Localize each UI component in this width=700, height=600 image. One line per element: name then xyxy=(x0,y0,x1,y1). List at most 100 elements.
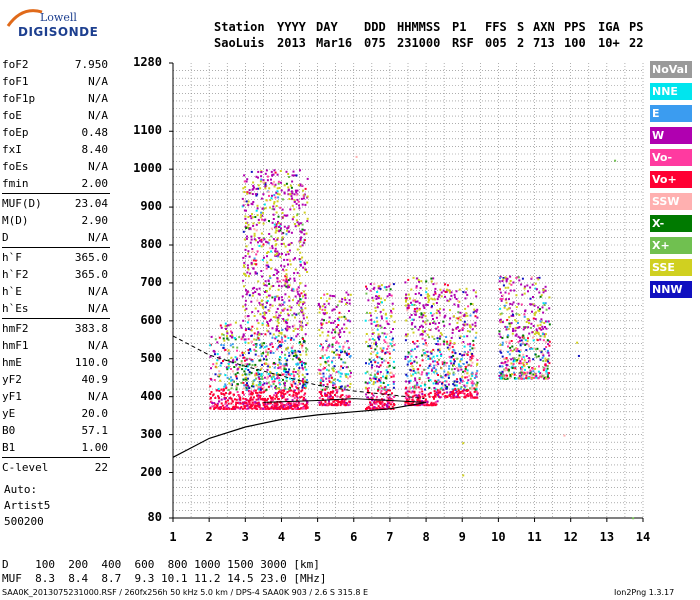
echo-point xyxy=(263,219,266,222)
echo-point xyxy=(464,365,467,368)
echo-point xyxy=(261,375,263,378)
echo-point xyxy=(464,389,467,392)
echo-point xyxy=(540,351,543,354)
echo-point xyxy=(280,344,283,347)
echo-point xyxy=(330,321,333,324)
echo-point xyxy=(424,381,427,383)
x-tick-label: 13 xyxy=(599,530,615,544)
echo-point xyxy=(261,322,264,325)
echo-point xyxy=(274,397,277,400)
echo-point xyxy=(543,333,546,336)
echo-point xyxy=(306,271,309,273)
echo-point xyxy=(340,316,343,319)
echo-point xyxy=(268,239,271,242)
echo-point xyxy=(275,229,278,232)
echo-point xyxy=(457,363,460,366)
echo-point xyxy=(269,373,272,376)
echo-point xyxy=(289,374,292,377)
echo-point xyxy=(299,169,301,172)
echo-point xyxy=(266,290,268,293)
echo-point xyxy=(366,287,368,290)
echo-point xyxy=(332,400,335,403)
echo-point xyxy=(448,355,451,358)
echo-point xyxy=(286,308,289,311)
echo-point xyxy=(252,201,255,203)
echo-point xyxy=(475,384,478,387)
echo-point xyxy=(300,311,303,314)
echo-point xyxy=(421,329,424,332)
echo-point xyxy=(511,373,513,376)
echo-point xyxy=(245,222,247,225)
digisonde-logo: Lowell DIGISONDE xyxy=(4,4,98,42)
echo-point xyxy=(508,282,511,285)
echo-point xyxy=(244,363,247,366)
echo-point xyxy=(296,328,299,330)
echo-point xyxy=(438,311,441,314)
echo-point xyxy=(275,272,278,275)
echo-point xyxy=(267,242,270,245)
echo-point xyxy=(209,397,212,400)
echo-point xyxy=(306,401,309,404)
echo-point xyxy=(437,391,440,394)
echo-point xyxy=(389,389,391,392)
echo-point xyxy=(296,189,299,192)
echo-point xyxy=(368,381,371,384)
echo-point xyxy=(543,376,546,379)
echo-point xyxy=(297,406,299,409)
echo-point xyxy=(390,315,393,317)
echo-point xyxy=(445,386,448,388)
echo-point xyxy=(302,398,305,401)
echo-point xyxy=(270,178,272,181)
echo-point xyxy=(458,330,461,332)
echo-point xyxy=(217,387,220,390)
echo-point xyxy=(427,355,430,358)
echo-point xyxy=(254,291,257,293)
echo-point xyxy=(430,277,433,280)
echo-point xyxy=(425,291,428,294)
echo-point xyxy=(246,271,249,274)
param-value: N/A xyxy=(88,302,108,315)
echo-point xyxy=(544,285,547,288)
echo-point xyxy=(243,405,246,408)
echo-point xyxy=(421,400,423,403)
echo-point xyxy=(299,260,302,263)
echo-point xyxy=(293,272,296,275)
echo-point xyxy=(344,404,347,407)
echo-point xyxy=(368,338,371,341)
echo-point xyxy=(318,311,321,314)
echo-point xyxy=(408,403,411,406)
echo-point xyxy=(257,170,260,173)
param-separator xyxy=(2,247,110,248)
echo-point xyxy=(548,344,551,347)
echo-point xyxy=(463,352,466,355)
echo-point xyxy=(283,364,286,367)
echo-point xyxy=(544,377,547,380)
echo-point xyxy=(347,395,350,398)
echo-point xyxy=(266,321,269,324)
echo-point xyxy=(538,291,541,294)
echo-point xyxy=(430,401,433,404)
echo-point xyxy=(271,304,274,307)
echo-point xyxy=(305,405,308,407)
echo-point xyxy=(505,328,508,331)
echo-point xyxy=(257,310,260,313)
echo-point xyxy=(458,300,461,303)
echo-point xyxy=(520,369,523,372)
echo-point xyxy=(249,328,252,331)
echo-point xyxy=(500,312,503,315)
echo-point xyxy=(244,309,247,312)
echo-point xyxy=(304,333,307,336)
echo-point xyxy=(527,337,529,340)
echo-point xyxy=(257,187,260,190)
echo-point xyxy=(275,372,278,375)
echo-point xyxy=(227,366,230,369)
echo-point xyxy=(228,378,231,381)
echo-point xyxy=(271,336,274,339)
echo-point xyxy=(274,171,277,174)
echo-point xyxy=(258,244,261,247)
echo-point xyxy=(475,372,478,375)
echo-point xyxy=(288,176,290,178)
echo-point xyxy=(522,334,525,337)
echo-point xyxy=(514,327,517,330)
echo-point xyxy=(446,373,449,376)
